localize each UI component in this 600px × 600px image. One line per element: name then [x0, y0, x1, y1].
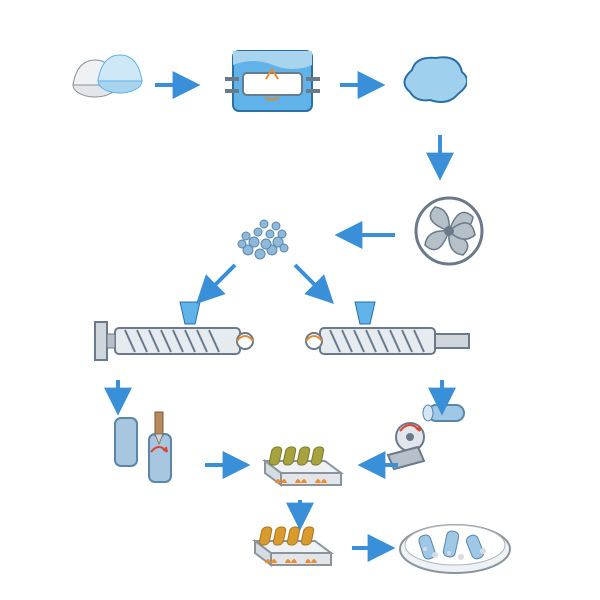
arrow-pellets-to-extruder-left	[200, 265, 235, 300]
pellets-granules	[228, 212, 300, 268]
screw-extruder-right	[300, 298, 475, 376]
mixing-tank	[225, 45, 320, 123]
rotary-fan	[413, 195, 485, 267]
bottle-preform	[105, 408, 205, 488]
raw-materials-powder	[70, 45, 150, 100]
arrow-pellets-to-extruder-right	[295, 265, 330, 300]
cooling-bin	[395, 515, 515, 579]
heating-tray-green	[255, 435, 350, 493]
heating-tray-amber	[245, 515, 340, 573]
molten-blob	[395, 52, 467, 110]
pipe-cutting	[370, 395, 470, 475]
screw-extruder-left	[85, 298, 260, 376]
